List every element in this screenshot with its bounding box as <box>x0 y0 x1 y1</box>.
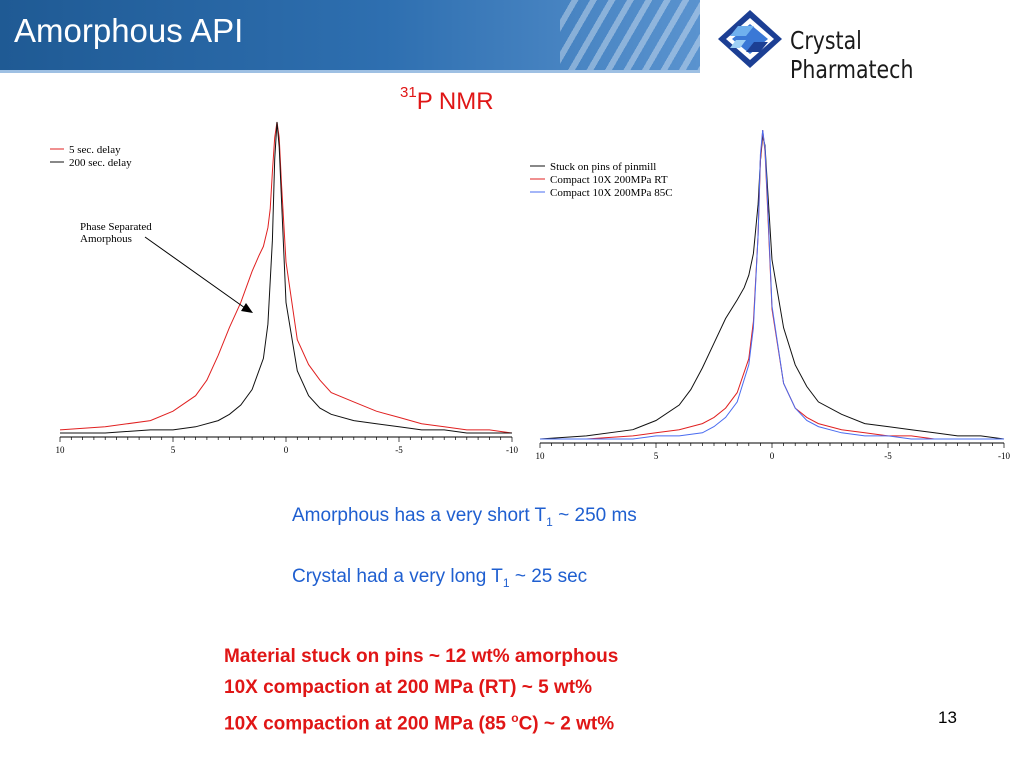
x-tick-label: -5 <box>395 445 403 455</box>
series-line-1 <box>60 121 512 434</box>
text1-sub: 1 <box>546 514 553 529</box>
degree-superscript: o <box>511 711 519 725</box>
amorphous-t1-note: Amorphous has a very short T1 ~ 250 ms <box>292 505 637 529</box>
page-number: 13 <box>938 708 957 727</box>
text1-tail: ~ 250 ms <box>552 505 637 526</box>
crystal-logo-icon <box>718 10 782 68</box>
series-line-2 <box>540 129 1004 440</box>
nmr-chart-right: 10 5 0 -5 -10 Stuck on pins of pinmillCompac… <box>530 129 1010 461</box>
annotation-label: Phase Separated <box>80 221 152 233</box>
text2-main: Crystal had a very long T <box>292 566 503 587</box>
x-tick-label: 0 <box>284 445 289 455</box>
nmr-title: 31P NMR <box>400 84 494 116</box>
title-bar: Amorphous API <box>0 0 700 70</box>
x-tick-label: 10 <box>536 451 546 461</box>
annotation-arrow-line <box>144 236 246 309</box>
title-bar-stripes <box>560 0 700 70</box>
page-title: Amorphous API <box>14 12 244 49</box>
company-name: Crystal Pharmatech <box>790 26 914 84</box>
x-tick-label: -10 <box>506 445 518 455</box>
nmr-title-text: P NMR <box>416 88 494 115</box>
company-logo: Crystal Pharmatech <box>710 6 1010 84</box>
legend-label: Compact 10X 200MPa RT <box>550 174 668 186</box>
red-line-2: 10X compaction at 200 MPa (RT) ~ 5 wt% <box>224 677 592 698</box>
series-line-0 <box>59 121 513 434</box>
red-line-3: 10X compaction at 200 MPa (85 oC) ~ 2 wt… <box>224 703 618 739</box>
red-line-3b: C) ~ 2 wt% <box>518 713 615 735</box>
x-tick-label: -10 <box>998 451 1010 461</box>
nmr-isotope: 31 <box>400 84 417 101</box>
title-bar-underline <box>0 70 700 73</box>
text1-main: Amorphous has a very short T <box>292 505 547 526</box>
annotation-arrow-head <box>241 303 253 313</box>
red-line-3a: 10X compaction at 200 MPa (85 <box>224 713 512 735</box>
x-tick-label: 10 <box>56 445 66 455</box>
x-tick-label: -5 <box>884 451 892 461</box>
annotation-label: Amorphous <box>80 233 132 245</box>
text2-sub: 1 <box>502 575 510 590</box>
legend-label: 5 sec. delay <box>69 144 121 156</box>
x-tick-label: 5 <box>171 445 176 455</box>
text2-tail: ~ 25 sec <box>509 566 588 587</box>
legend-label: 200 sec. delay <box>69 157 132 169</box>
red-line-1: Material stuck on pins ~ 12 wt% amorphou… <box>224 646 619 667</box>
x-tick-label: 5 <box>654 451 659 461</box>
amorphous-content-list: Material stuck on pins ~ 12 wt% amorphou… <box>224 641 618 739</box>
crystal-t1-note: Crystal had a very long T1 ~ 25 sec <box>292 566 587 590</box>
legend-label: Compact 10X 200MPa 85C <box>550 187 673 199</box>
x-tick-label: 0 <box>770 451 775 461</box>
legend-label: Stuck on pins of pinmill <box>550 161 656 173</box>
